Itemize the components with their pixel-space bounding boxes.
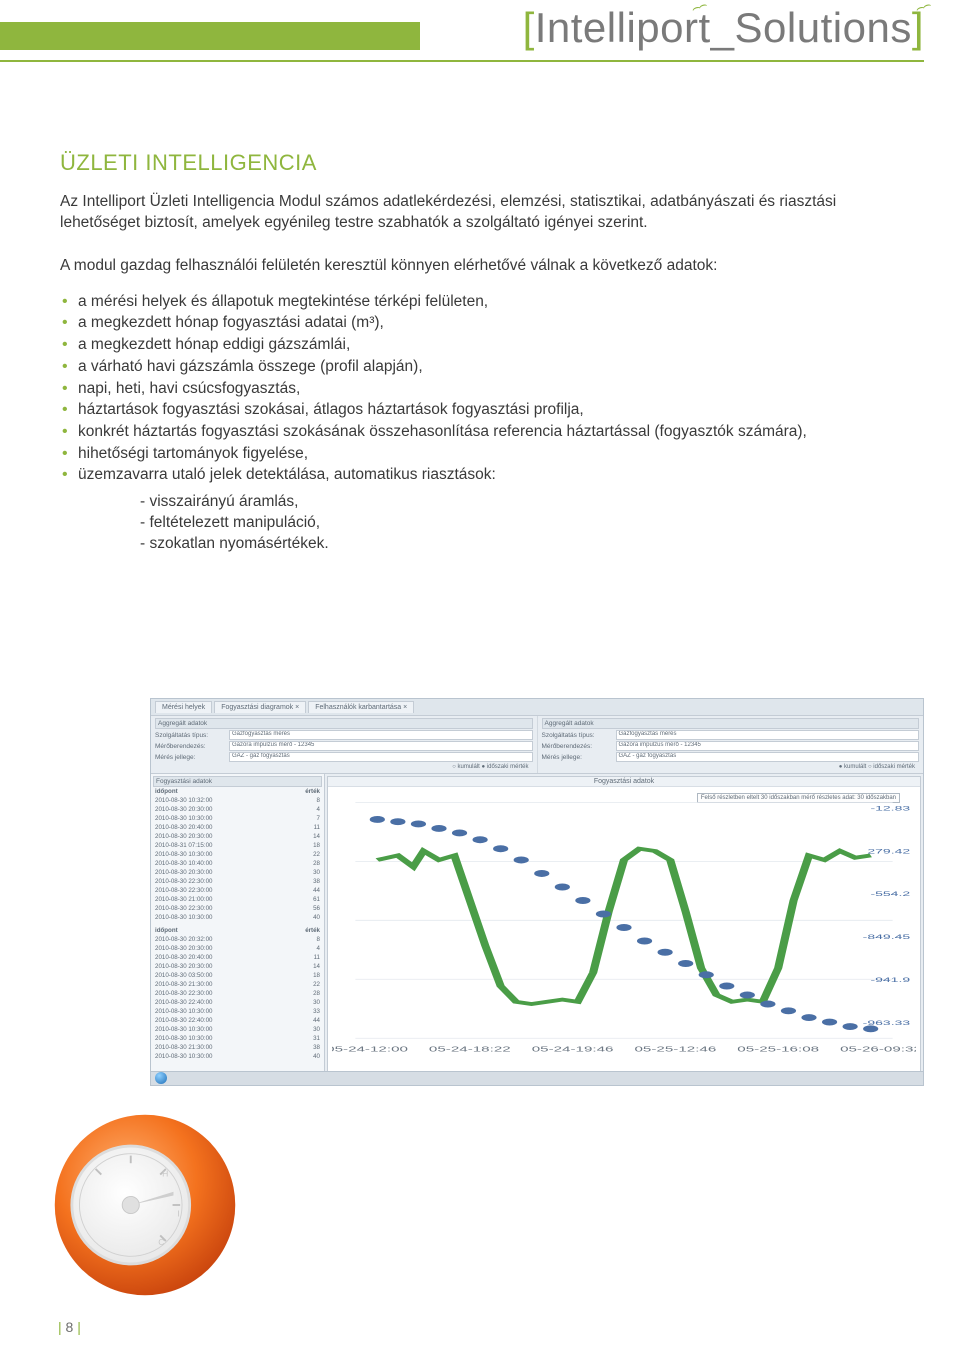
list-item: hihetőségi tartományok figyelése,: [60, 443, 920, 465]
gauge-graphic: H I C: [50, 1110, 240, 1300]
list-item: üzemzavarra utaló jelek detektálása, aut…: [60, 464, 920, 486]
svg-text:-554.2: -554.2: [870, 891, 910, 898]
table-row: 2010-08-30 10:30:0033: [153, 1008, 322, 1017]
table-row: 2010-08-30 03:50:0018: [153, 972, 322, 981]
radio-group[interactable]: ○ kumulált ● időszaki mérték: [155, 763, 533, 771]
tab[interactable]: Mérési helyek: [155, 701, 212, 713]
svg-text:I: I: [177, 1208, 179, 1218]
table-row: 2010-08-30 20:32:008: [153, 936, 322, 945]
table-row: 2010-08-30 20:30:004: [153, 806, 322, 815]
table-row: 2010-08-30 20:30:0030: [153, 869, 322, 878]
app-screenshot: Mérési helyek Fogyasztási diagramok × Fe…: [150, 698, 924, 1086]
table-row: 2010-08-30 10:30:0040: [153, 1053, 322, 1062]
filter-input[interactable]: GÁZ - gáz fogyasztás: [616, 752, 920, 762]
filter-header: Aggregált adatok: [155, 718, 533, 729]
filter-label: Szolgáltatás típus:: [542, 732, 616, 739]
svg-text:-941.9: -941.9: [870, 977, 910, 984]
filter-input[interactable]: Gázfogyasztás mérés: [616, 730, 920, 740]
filter-input[interactable]: GÁZ - gáz fogyasztás: [229, 752, 533, 762]
table-row: 2010-08-30 10:40:0028: [153, 860, 322, 869]
start-orb-icon[interactable]: [155, 1072, 167, 1084]
table-row: 2010-08-30 21:30:0022: [153, 981, 322, 990]
svg-text:05-25-12:46: 05-25-12:46: [635, 1045, 717, 1053]
filter-header: Aggregált adatok: [542, 718, 920, 729]
svg-text:-849.45: -849.45: [863, 934, 910, 941]
table-row: 2010-08-30 21:00:0061: [153, 896, 322, 905]
svg-text:05-24-18:22: 05-24-18:22: [429, 1045, 511, 1053]
tab[interactable]: Felhasználók karbantartása ×: [308, 701, 414, 713]
table-header: Fogyasztási adatok: [153, 776, 322, 787]
brand-logo: [Intelliport_Solutions] ⌢⌢ ⌢⌢: [523, 4, 924, 52]
chart-svg: 05-24-12:00 05-24-18:22 05-24-19:46 05-25-1…: [332, 789, 916, 1057]
page-number: | 8 |: [58, 1319, 81, 1335]
table-row: 2010-08-30 10:32:008: [153, 797, 322, 806]
filter-label: Mérés jellege:: [542, 754, 616, 761]
svg-text:05-26-09:32: 05-26-09:32: [840, 1045, 916, 1053]
filter-input[interactable]: Gázóra impulzus mérő - 12345: [229, 741, 533, 751]
tab-bar: Mérési helyek Fogyasztási diagramok × Fe…: [151, 699, 923, 716]
list-item: a mérési helyek és állapotuk megtekintés…: [60, 291, 920, 313]
svg-text:-963.33: -963.33: [863, 1020, 910, 1027]
sub-item: - feltételezett manipuláció,: [60, 513, 920, 534]
taskbar: [151, 1071, 923, 1085]
table-row: 2010-08-30 20:40:0011: [153, 824, 322, 833]
wifi-arc-icon: ⌢⌢: [688, 0, 707, 17]
filter-label: Mérőberendezés:: [155, 743, 229, 750]
table-row: 2010-08-30 22:40:0044: [153, 1017, 322, 1026]
sub-item: - szokatlan nyomásértékek.: [60, 534, 920, 555]
table-row: 2010-08-30 10:30:0040: [153, 914, 322, 923]
list-item: a megkezdett hónap fogyasztási adatai (m…: [60, 312, 920, 334]
table-row: 2010-08-30 20:30:0014: [153, 963, 322, 972]
table-row: 2010-08-30 22:30:0038: [153, 878, 322, 887]
lead-paragraph: A modul gazdag felhasználói felületén ke…: [60, 256, 920, 277]
table-row: 2010-08-30 10:30:0030: [153, 1026, 322, 1035]
filter-label: Szolgáltatás típus:: [155, 732, 229, 739]
list-item: háztartások fogyasztási szokásai, átlago…: [60, 399, 920, 421]
sub-item: - visszairányú áramlás,: [60, 492, 920, 513]
data-table-panel: Fogyasztási adatok időpontérték 2010-08-…: [151, 774, 325, 1074]
svg-text:279.42: 279.42: [867, 848, 910, 855]
chart-area: Fogyasztási adatok Felső részletben elte…: [327, 776, 921, 1072]
list-item: konkrét háztartás fogyasztási szokásának…: [60, 421, 920, 443]
list-item: a megkezdett hónap eddigi gázszámlái,: [60, 334, 920, 356]
table-row: 2010-08-30 22:30:0028: [153, 990, 322, 999]
table-row: 2010-08-30 20:30:004: [153, 945, 322, 954]
svg-text:05-24-19:46: 05-24-19:46: [532, 1045, 614, 1053]
table-row: 2010-08-30 20:30:0014: [153, 833, 322, 842]
bullet-list: a mérési helyek és állapotuk megtekintés…: [60, 291, 920, 486]
svg-text:C: C: [158, 1237, 164, 1247]
content-area: ÜZLETI INTELLIGENCIA Az Intelliport Üzle…: [60, 150, 920, 555]
table-row: 2010-08-30 22:30:0056: [153, 905, 322, 914]
header-accent-bar: [0, 22, 420, 50]
chart-title: Fogyasztási adatok: [328, 777, 920, 787]
svg-text:H: H: [162, 1169, 168, 1179]
svg-text:05-25-16:08: 05-25-16:08: [737, 1045, 819, 1053]
header-rule: [0, 60, 924, 62]
tab[interactable]: Fogyasztási diagramok ×: [214, 701, 306, 713]
intro-paragraph: Az Intelliport Üzleti Intelligencia Modu…: [60, 192, 920, 234]
table-row: 2010-08-30 10:30:007: [153, 815, 322, 824]
table-row: 2010-08-31 07:15:0018: [153, 842, 322, 851]
svg-text:05-24-12:00: 05-24-12:00: [332, 1045, 408, 1053]
filter-label: Mérőberendezés:: [542, 743, 616, 750]
list-item: a várható havi gázszámla összege (profil…: [60, 356, 920, 378]
svg-text:-12.83: -12.83: [870, 805, 910, 812]
list-item: napi, heti, havi csúcsfogyasztás,: [60, 378, 920, 400]
table-row: 2010-08-30 21:30:0038: [153, 1044, 322, 1053]
filter-panel: Aggregált adatok Szolgáltatás típus:Gázf…: [151, 716, 923, 774]
filter-label: Mérés jellege:: [155, 754, 229, 761]
table-row: 2010-08-30 22:30:0044: [153, 887, 322, 896]
filter-input[interactable]: Gázóra impulzus mérő - 12345: [616, 741, 920, 751]
table-row: 2010-08-30 20:40:0011: [153, 954, 322, 963]
table-row: 2010-08-30 10:30:0031: [153, 1035, 322, 1044]
filter-input[interactable]: Gázfogyasztás mérés: [229, 730, 533, 740]
table-row: 2010-08-30 22:40:0030: [153, 999, 322, 1008]
section-title: ÜZLETI INTELLIGENCIA: [60, 150, 920, 176]
radio-group[interactable]: ● kumulált ○ időszaki mérték: [542, 763, 920, 771]
table-row: 2010-08-30 10:30:0022: [153, 851, 322, 860]
